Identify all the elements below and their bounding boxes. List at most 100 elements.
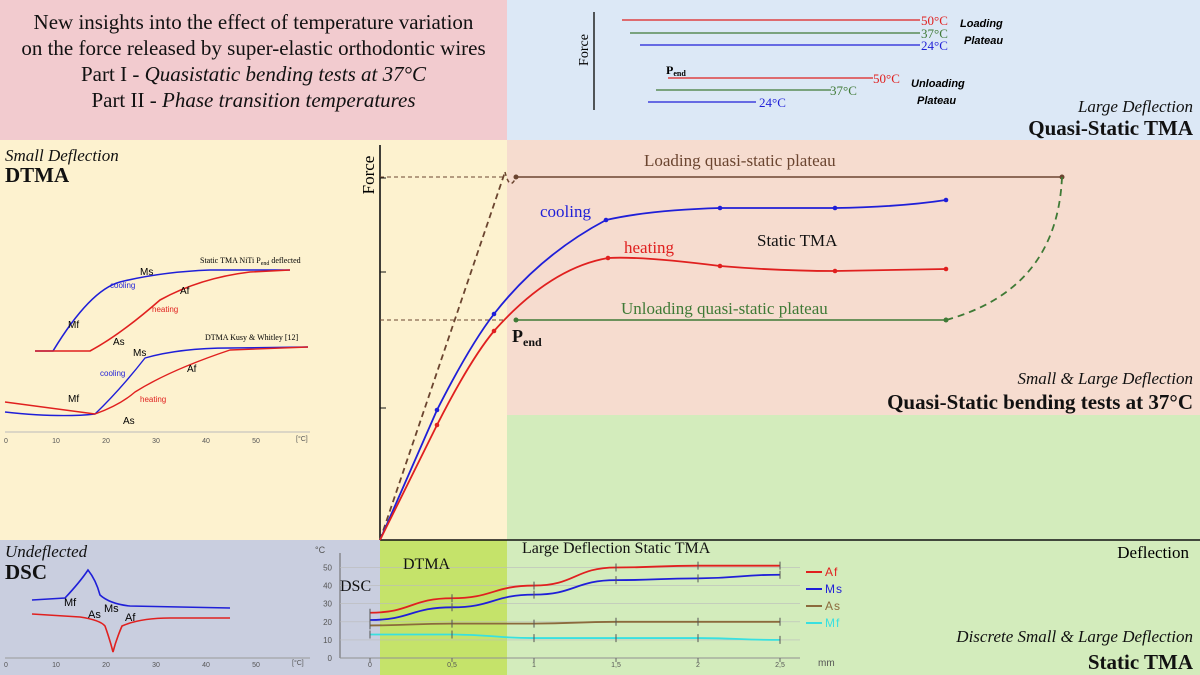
title-panel: New insights into the effect of temperat… [0,0,507,140]
bottom-x-tick-label: 1 [532,662,536,669]
mini-af-label-2: Af [187,364,197,375]
mini-cooling-label-2: cooling [100,369,125,378]
mini-x-tick-label: 0 [4,438,8,445]
mini-cooling-curve-2 [4,346,309,417]
unloading-plateau-text: Unloading quasi-static plateau [621,299,828,318]
dsc-x-tick-label: 20 [102,662,110,669]
bottom-x-tick-label: 2,5 [775,662,785,669]
part-two-title: Phase transition temperatures [162,88,416,112]
static-tma-chart: °C mm 0 10 20 30 40 50 0 0,5 1 1,5 2 2,5 Af Ms As Mf [315,545,842,669]
dsc-cooling-curve [31,568,231,609]
dsc-mini-chart: Mf As Ms Af 0 10 20 30 40 50 [4,568,310,669]
mini-x-unit: [°C] [296,436,308,443]
loading-plateau-text: Loading quasi-static plateau [644,151,836,170]
mini-ms-label-2: Ms [133,348,146,359]
mini-ms-label: Ms [140,267,153,278]
discrete-caption: Discrete Small & Large Deflection [956,627,1193,646]
unloading-temp-24: 24°C [759,95,786,110]
bottom-y-tick-label: 40 [323,582,332,591]
part-one-title: Quasistatic bending tests at 37°C [144,62,426,86]
cooling-point [717,205,723,211]
heating-point [943,266,949,272]
legend-label-af: Af [825,565,838,579]
mini-as-label-2: As [123,416,135,427]
dsc-x-tick-label: 40 [202,662,210,669]
dsc-x-unit: [°C] [292,660,304,667]
bottom-ticks: 0 10 20 30 40 50 0 0,5 1 1,5 2 2,5 [323,563,800,669]
main-chart-yellow-zone [380,140,507,540]
large-deflection-caption: Large Deflection [1077,97,1193,116]
mini-x-tick-label: 10 [52,438,60,445]
dsc-x-tick-label: 50 [252,662,260,669]
heating-point [605,255,611,261]
bottom-y-tick-label: 0 [328,654,333,663]
mini-x-tick-label: 50 [252,438,260,445]
unloading-temp-37: 37°C [830,83,857,98]
large-deflection-panel [507,0,1200,140]
cooling-point [603,217,609,223]
title-line-1: New insights into the effect of temperat… [33,10,474,34]
mini-heating-curve-1 [35,269,291,352]
loading-temp-37: 37°C [921,26,948,41]
heating-label: heating [624,238,675,257]
elastic-slope-dash [379,171,506,541]
mini-chart-1-title: Static TMA NiTi Pend deflected [200,256,301,267]
mini-x-tick-label: 20 [102,438,110,445]
dsc-as-label: As [88,609,101,621]
bottom-x-tick-label: 1,5 [611,662,621,669]
dsc-x-tick-label: 10 [52,662,60,669]
heating-point [717,263,723,269]
mini-as-label: As [113,337,125,348]
dsc-ms-label: Ms [104,603,119,615]
unloading-temp-50: 50°C [873,71,900,86]
small-deflection-panel [0,140,380,540]
bottom-dsc-label: DSC [340,578,372,595]
main-bending-chart: Force Loading quasi-static plateau Unloa… [359,145,1200,562]
bottom-legend: Af Ms As Mf [806,565,842,630]
unloading-dashed-curve [945,176,1063,321]
bottom-x-tick-label: 0,5 [447,662,457,669]
quasi-static-tma-caption: Quasi-Static TMA [1028,116,1193,140]
legend-label-mf: Mf [825,616,840,630]
schematic-pend-label: Pend [666,63,686,78]
legend-label-as: As [825,599,841,613]
dtma-mini-charts: Static TMA NiTi Pend deflected Ms coolin… [4,256,310,445]
bottom-y-unit: °C [315,545,326,555]
bending-tests-caption: Quasi-Static bending tests at 37°C [887,390,1193,414]
heating-point [832,268,838,274]
bottom-y-tick-label: 10 [323,636,332,645]
dsc-af-label: Af [125,612,136,624]
small-deflection-caption: Small Deflection [5,146,119,165]
dsc-x-tick-label: 0 [4,662,8,669]
dsc-caption: DSC [5,560,48,584]
mini-heating-curve-2 [4,346,309,415]
cooling-point [491,311,497,317]
dsc-x-tick-label: 30 [152,662,160,669]
bottom-series [369,561,781,644]
mini-chart-2-title: DTMA Kusy & Whitley [12] [205,333,299,342]
part-one-prefix: Part I - [81,62,145,86]
series-line-mf [370,633,781,641]
part-two-prefix: Part II - [91,88,162,112]
plateau-schematic: Force 50°C 37°C 24°C Loading Plateau Pen… [577,12,1003,110]
small-large-caption: Small & Large Deflection [1017,369,1194,388]
static-tma-label: Static TMA [757,231,838,250]
pend-label: Pend [512,326,542,349]
dsc-mf-label: Mf [64,597,77,609]
bottom-x-tick-label: 2 [696,662,700,669]
main-force-label: Force [359,156,378,195]
cooling-label: cooling [540,202,591,221]
mini-x-tick-label: 40 [202,438,210,445]
bottom-y-tick-label: 50 [323,563,332,572]
main-chart-peach-zone [507,140,1200,415]
static-tma-panel [380,540,1200,675]
heating-point [434,422,440,428]
cooling-point [943,197,949,203]
loading-dip [504,171,517,185]
series-line-af [369,564,780,614]
title-line-2: on the force released by super-elastic o… [21,36,486,60]
loading-temp-24: 24°C [921,38,948,53]
undeflected-caption: Undeflected [5,542,88,561]
mini-af-label: Af [180,286,190,297]
